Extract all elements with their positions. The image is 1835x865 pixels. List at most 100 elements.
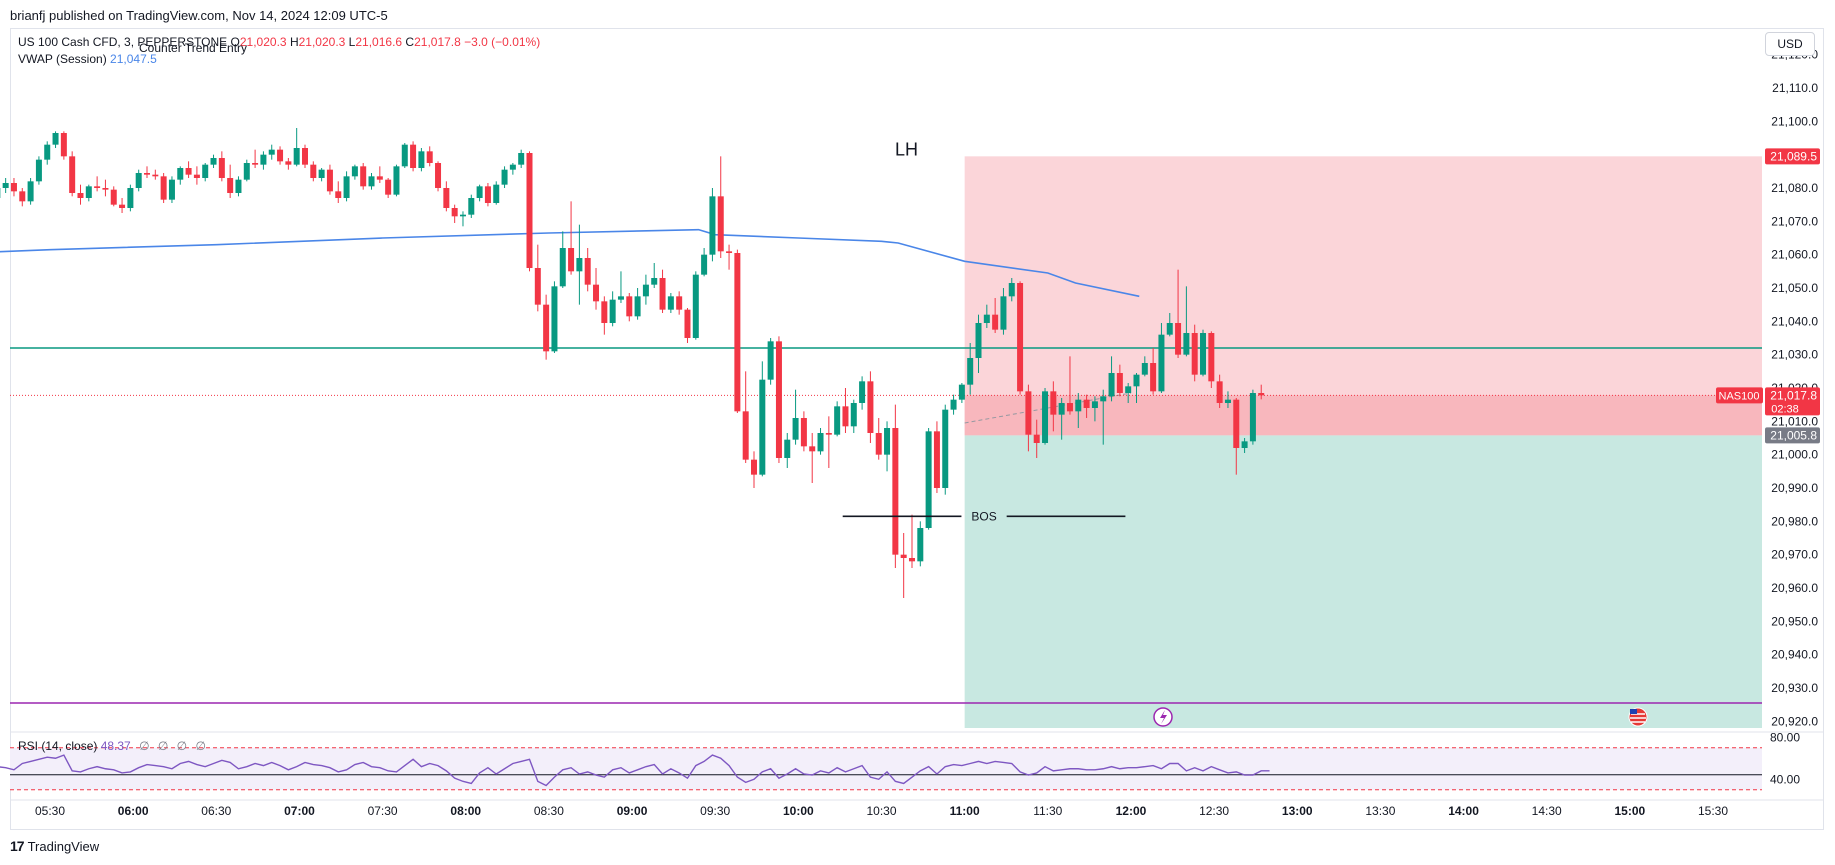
- candle[interactable]: [1141, 356, 1148, 377]
- candle[interactable]: [1191, 324, 1198, 382]
- candle[interactable]: [2, 178, 9, 193]
- candle[interactable]: [1025, 384, 1032, 452]
- candle[interactable]: [1091, 396, 1098, 422]
- candle[interactable]: [1100, 389, 1107, 445]
- candle[interactable]: [10, 178, 17, 197]
- candle[interactable]: [626, 293, 633, 322]
- candle[interactable]: [385, 178, 392, 198]
- rsi-line[interactable]: [0, 754, 1270, 787]
- candle[interactable]: [468, 194, 475, 218]
- candle[interactable]: [85, 184, 92, 202]
- bos-label[interactable]: BOS: [971, 509, 996, 523]
- candle[interactable]: [102, 179, 109, 197]
- candle[interactable]: [559, 231, 566, 288]
- candle[interactable]: [875, 418, 882, 460]
- candle[interactable]: [742, 371, 749, 463]
- currency-button[interactable]: USD: [1765, 32, 1815, 56]
- candle[interactable]: [917, 521, 924, 567]
- candle[interactable]: [426, 146, 433, 167]
- candle[interactable]: [185, 161, 192, 178]
- candle[interactable]: [884, 421, 891, 472]
- candle[interactable]: [351, 164, 358, 180]
- candle[interactable]: [268, 144, 275, 160]
- candle[interactable]: [809, 433, 816, 483]
- candle[interactable]: [518, 149, 525, 168]
- candle[interactable]: [44, 141, 51, 165]
- candle[interactable]: [1075, 393, 1082, 428]
- candle[interactable]: [418, 148, 425, 172]
- candle[interactable]: [576, 224, 583, 305]
- lh-label[interactable]: LH: [895, 140, 918, 160]
- candle[interactable]: [1066, 356, 1073, 415]
- candle[interactable]: [60, 131, 67, 160]
- price-axis-badge[interactable]: [1765, 387, 1820, 416]
- candle[interactable]: [77, 184, 84, 205]
- candle[interactable]: [27, 178, 34, 205]
- candle[interactable]: [1133, 373, 1140, 403]
- candle[interactable]: [1050, 381, 1057, 432]
- candle[interactable]: [767, 338, 774, 385]
- candle[interactable]: [908, 514, 915, 568]
- candle[interactable]: [726, 244, 733, 270]
- candle[interactable]: [326, 164, 333, 195]
- candle[interactable]: [717, 156, 724, 258]
- candle[interactable]: [892, 404, 899, 568]
- candle[interactable]: [493, 181, 500, 205]
- symbol-name[interactable]: US 100 Cash CFD, 3, PEPPERSTONE: [18, 35, 228, 49]
- candle[interactable]: [1058, 398, 1065, 440]
- candle[interactable]: [160, 173, 167, 203]
- candle[interactable]: [701, 248, 708, 277]
- candle[interactable]: [1175, 269, 1182, 358]
- candle[interactable]: [1216, 374, 1223, 408]
- candle[interactable]: [410, 141, 417, 172]
- candle[interactable]: [135, 169, 142, 192]
- candle[interactable]: [551, 281, 558, 353]
- candle[interactable]: [368, 173, 375, 190]
- candle[interactable]: [177, 166, 184, 185]
- candle[interactable]: [568, 201, 575, 275]
- candle[interactable]: [218, 151, 225, 182]
- candle[interactable]: [867, 371, 874, 443]
- candle[interactable]: [609, 291, 616, 327]
- candle[interactable]: [1150, 348, 1157, 395]
- candle[interactable]: [19, 188, 26, 207]
- candle[interactable]: [343, 171, 350, 202]
- take-profit-zone[interactable]: [964, 435, 1762, 728]
- candle[interactable]: [52, 131, 59, 148]
- candle[interactable]: [1158, 323, 1165, 393]
- candle[interactable]: [501, 166, 508, 188]
- candle[interactable]: [227, 164, 234, 198]
- candle[interactable]: [1183, 286, 1190, 357]
- stop-loss-zone[interactable]: [964, 156, 1762, 436]
- candle[interactable]: [601, 296, 608, 335]
- candle[interactable]: [277, 146, 284, 165]
- candle[interactable]: [1241, 438, 1248, 453]
- candle[interactable]: [775, 336, 782, 463]
- candle[interactable]: [734, 249, 741, 413]
- candle[interactable]: [260, 151, 267, 170]
- candle[interactable]: [1008, 278, 1015, 302]
- candle[interactable]: [817, 428, 824, 455]
- candle[interactable]: [1233, 398, 1240, 475]
- candle[interactable]: [534, 244, 541, 312]
- candle[interactable]: [634, 288, 641, 320]
- candle[interactable]: [1200, 329, 1207, 377]
- candle[interactable]: [376, 166, 383, 183]
- candle[interactable]: [784, 433, 791, 468]
- candle[interactable]: [617, 271, 624, 303]
- candle[interactable]: [850, 399, 857, 433]
- candle[interactable]: [1125, 383, 1132, 403]
- candle[interactable]: [459, 211, 466, 227]
- candle[interactable]: [285, 158, 292, 170]
- candle[interactable]: [651, 263, 658, 288]
- candle[interactable]: [360, 163, 367, 190]
- candle[interactable]: [35, 156, 42, 185]
- candle[interactable]: [709, 188, 716, 262]
- symbol-tag-badge[interactable]: [1716, 387, 1763, 404]
- candle[interactable]: [543, 294, 550, 360]
- candle[interactable]: [252, 149, 259, 168]
- candle[interactable]: [243, 159, 250, 182]
- candle[interactable]: [1224, 391, 1231, 408]
- candle[interactable]: [692, 271, 699, 340]
- candle[interactable]: [900, 533, 907, 598]
